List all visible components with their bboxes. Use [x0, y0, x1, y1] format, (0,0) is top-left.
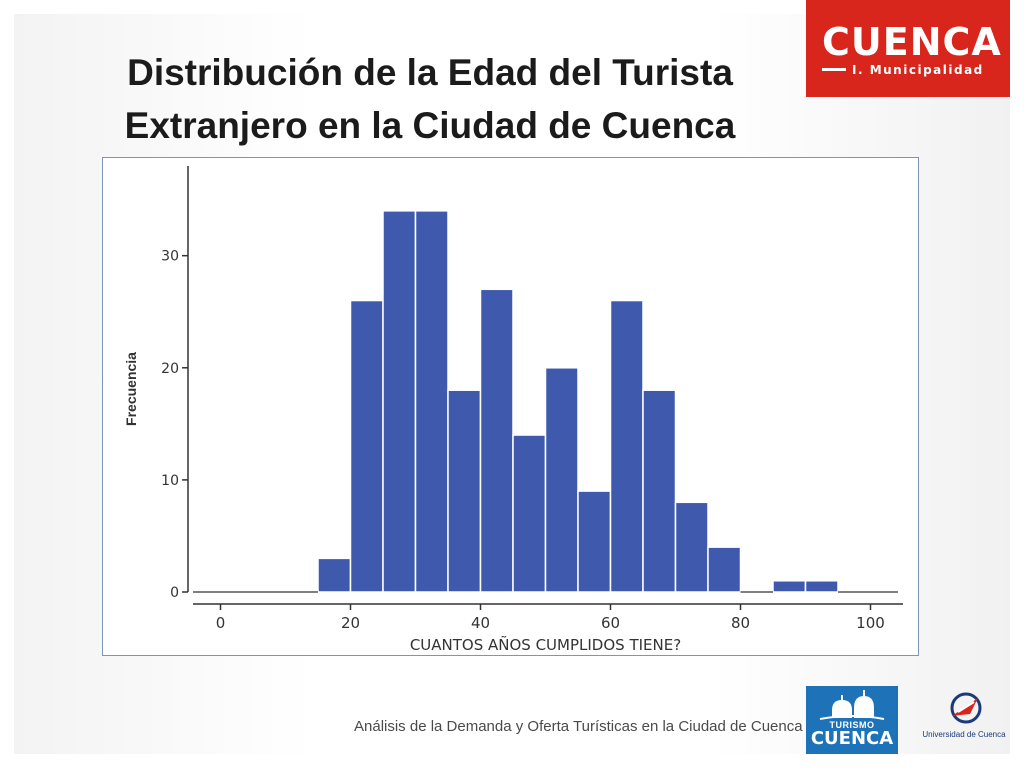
y-tick-label: 20	[161, 361, 179, 377]
x-axis-title: CUANTOS AÑOS CUMPLIDOS TIENE?	[410, 635, 681, 654]
histogram-bar	[317, 557, 352, 593]
y-tick-label: 30	[161, 249, 179, 265]
footer-caption: Análisis de la Demanda y Oferta Turístic…	[354, 718, 803, 735]
municipal-logo-word: CUENCA	[822, 20, 1002, 64]
x-tick-label: 80	[731, 614, 750, 632]
x-tick-label: 100	[856, 614, 885, 632]
histogram-bar	[707, 546, 742, 593]
municipal-logo-bar	[822, 68, 846, 71]
municipal-logo: CUENCA I. Municipalidad	[806, 0, 1010, 97]
histogram-bar	[382, 210, 417, 593]
slide-title: Distribución de la Edad del Turista Extr…	[60, 46, 800, 152]
turismo-logo-word: CUENCA	[810, 728, 894, 749]
slide-title-line1: Distribución de la Edad del Turista	[127, 52, 733, 93]
universidad-logo: Universidad de Cuenca	[918, 690, 1010, 750]
municipal-logo-subtitle: I. Municipalidad	[852, 63, 984, 77]
histogram-bar	[642, 389, 677, 593]
x-tick-label: 60	[601, 614, 620, 632]
histogram-bar	[544, 367, 579, 593]
histogram-bar	[609, 299, 644, 593]
turismo-cuenca-logo: TURISMO CUENCA	[806, 686, 898, 754]
turismo-logo-top: TURISMO	[829, 720, 875, 730]
x-tick-label: 0	[216, 614, 226, 632]
y-tick-label: 0	[170, 585, 179, 601]
university-name: Universidad de Cuenca	[922, 730, 1006, 739]
histogram-bar	[512, 434, 547, 593]
histogram-chart: 0 10 20 30 0 20 40 60 80 100 CUANTOS AÑOS CUMPLIDO…	[102, 157, 919, 656]
histogram-bar	[479, 288, 514, 593]
histogram-bar	[674, 501, 709, 593]
university-emblem-icon	[950, 692, 982, 724]
histogram-bars	[317, 210, 839, 593]
histogram-svg: 0 10 20 30 0 20 40 60 80 100 CUANTOS AÑOS CUMPLIDO…	[123, 166, 903, 654]
histogram-bar	[804, 580, 839, 593]
histogram-bar	[577, 490, 612, 593]
histogram-bar	[447, 389, 482, 593]
y-axis-title: Frecuencia	[123, 352, 139, 426]
y-tick-label: 10	[161, 473, 179, 489]
histogram-axes	[182, 166, 903, 610]
histogram-bar	[772, 580, 807, 593]
histogram-bar	[349, 299, 384, 593]
slide-title-line2: Extranjero en la Ciudad de Cuenca	[124, 105, 736, 146]
cathedral-dome-icon	[819, 690, 885, 720]
x-tick-label: 40	[471, 614, 490, 632]
x-tick-label: 20	[341, 614, 360, 632]
histogram-bar	[414, 210, 449, 593]
histogram-labels: 0 10 20 30 0 20 40 60 80 100 CUANTOS AÑOS CUMPLIDO…	[123, 249, 885, 654]
